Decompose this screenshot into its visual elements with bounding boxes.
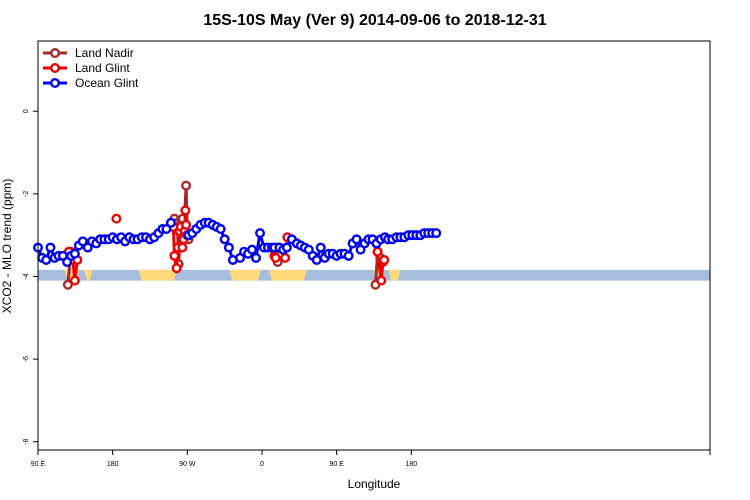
land-band <box>229 269 262 281</box>
ocean-glint-point <box>351 234 362 245</box>
land-glint-point <box>270 252 281 263</box>
land-band <box>138 269 177 281</box>
land-glint-point <box>171 263 182 274</box>
ocean-glint-point <box>311 254 322 265</box>
ocean-glint-point <box>77 236 88 247</box>
ocean-glint-point <box>247 244 258 255</box>
land-band <box>268 269 307 281</box>
ocean-band <box>38 269 710 281</box>
legend-label: Land Nadir <box>75 46 134 60</box>
legend-label: Ocean Glint <box>75 76 139 90</box>
x-tick-label: 0 <box>260 461 264 468</box>
ocean-glint-point <box>165 217 176 228</box>
legend-label: Land Glint <box>75 61 130 75</box>
land-nadir-point <box>62 279 73 290</box>
x-tick-label: 90 E <box>329 461 344 468</box>
y-tick-label: -2 <box>23 191 30 197</box>
land-glint-point <box>111 213 122 224</box>
land-glint-point <box>177 242 188 253</box>
land-glint-point <box>69 275 80 286</box>
legend-item-ocean-glint: Ocean Glint <box>43 76 139 90</box>
land-glint-point <box>169 250 180 261</box>
ocean-glint-point <box>219 234 230 245</box>
ocean-glint-point <box>41 254 52 265</box>
land-glint-point <box>376 275 387 286</box>
plot-frame <box>37 40 711 451</box>
land-band <box>388 269 401 281</box>
ocean-glint-point <box>45 242 56 253</box>
ocean-glint-point <box>215 223 226 234</box>
ocean-glint-point <box>161 223 172 234</box>
ocean-glint-point <box>315 242 326 253</box>
x-tick-label: 90 E <box>31 461 46 468</box>
y-tick-label: -4 <box>23 273 30 279</box>
land-band <box>84 269 93 281</box>
land-nadir-point <box>181 180 192 191</box>
ocean-glint-point <box>343 250 354 261</box>
legend-swatch-marker <box>50 62 61 73</box>
chart-title: 15S-10S May (Ver 9) 2014-09-06 to 2018-1… <box>203 12 546 29</box>
ocean-glint-point <box>281 242 292 253</box>
legend-item-land-glint: Land Glint <box>43 61 130 75</box>
x-tick-label: 180 <box>107 461 119 468</box>
ocean-glint-point <box>223 242 234 253</box>
land-glint-point <box>379 254 390 265</box>
legend-swatch-marker <box>50 48 61 59</box>
land-glint-point <box>280 252 291 263</box>
series-ocean-glint <box>33 217 442 268</box>
x-tick-label: 90 W <box>179 461 196 468</box>
land-glint-point <box>372 246 383 257</box>
ocean-glint-point <box>69 248 80 259</box>
land-ocean-strip <box>38 269 710 281</box>
ocean-glint-point <box>251 252 262 263</box>
x-axis-label: Longitude <box>348 477 401 491</box>
legend-item-land-nadir: Land Nadir <box>43 46 134 60</box>
y-tick-label: -6 <box>23 356 30 362</box>
y-axis-label: XCO2 - MLO trend (ppm) <box>0 179 14 314</box>
y-tick-label: 0 <box>23 109 30 113</box>
ocean-glint-point <box>431 228 442 239</box>
y-axis: 0 -2 -4 -6 -8 <box>23 109 38 445</box>
x-axis: 90 E 180 90 W 0 90 E 180 <box>31 450 711 468</box>
ocean-glint-point <box>255 228 266 239</box>
x-tick-label: 180 <box>405 461 417 468</box>
series-layer <box>33 180 442 290</box>
land-glint-point <box>180 205 191 216</box>
legend-swatch-marker <box>50 77 61 88</box>
land-glint-point <box>181 219 192 230</box>
y-tick-label: -8 <box>23 439 30 445</box>
